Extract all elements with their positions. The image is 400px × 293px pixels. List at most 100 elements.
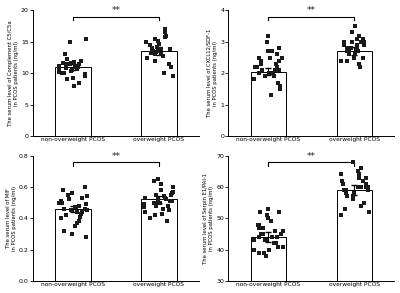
Point	[265, 33, 272, 38]
Point	[279, 55, 285, 60]
Point	[262, 74, 268, 79]
Point	[266, 71, 272, 76]
Point	[278, 232, 284, 236]
Point	[79, 195, 85, 200]
Point	[356, 64, 363, 69]
Point	[158, 188, 164, 193]
Point	[72, 205, 78, 210]
Point	[256, 71, 262, 76]
Point	[363, 181, 369, 186]
Point	[74, 67, 81, 71]
Bar	[337, 51, 372, 136]
Point	[76, 62, 82, 66]
Point	[154, 197, 161, 202]
Point	[348, 40, 355, 44]
Point	[75, 64, 82, 69]
Point	[170, 185, 176, 189]
Point	[344, 58, 350, 63]
Point	[61, 52, 68, 57]
Point	[170, 74, 176, 79]
Point	[361, 200, 367, 205]
Point	[155, 38, 162, 43]
Text: **: **	[307, 6, 316, 16]
Point	[353, 49, 359, 54]
Point	[56, 68, 62, 72]
Point	[364, 185, 371, 189]
Point	[255, 225, 262, 230]
Point	[155, 177, 161, 181]
Point	[254, 64, 260, 69]
Point	[68, 61, 74, 66]
Point	[260, 232, 266, 236]
Point	[69, 191, 76, 195]
Point	[350, 191, 357, 195]
Point	[270, 71, 276, 76]
Point	[153, 50, 159, 55]
Point	[72, 63, 78, 68]
Point	[355, 49, 361, 54]
Bar	[251, 71, 286, 136]
Point	[276, 58, 282, 63]
Point	[340, 181, 346, 186]
Point	[350, 55, 357, 60]
Point	[66, 40, 73, 44]
Point	[167, 199, 174, 203]
Point	[363, 175, 369, 180]
Point	[360, 40, 367, 44]
Point	[160, 53, 167, 58]
Point	[264, 216, 271, 221]
Point	[61, 71, 67, 76]
Point	[276, 68, 282, 72]
Point	[153, 203, 159, 208]
Point	[68, 68, 75, 72]
Text: **: **	[307, 151, 316, 161]
Point	[72, 64, 79, 69]
Point	[75, 219, 82, 224]
Y-axis label: The serum level of Serpin E1/PAI-1
in PCOS patients (ng/ml): The serum level of Serpin E1/PAI-1 in PC…	[203, 173, 214, 264]
Point	[169, 199, 175, 203]
Point	[56, 200, 63, 205]
Point	[163, 197, 170, 202]
Point	[362, 185, 369, 189]
Point	[61, 207, 67, 211]
Bar	[337, 190, 372, 281]
Point	[149, 48, 156, 53]
Point	[356, 175, 362, 180]
Point	[274, 64, 280, 69]
Point	[69, 232, 75, 236]
Point	[82, 74, 88, 79]
Point	[280, 229, 287, 233]
Point	[78, 211, 84, 216]
Point	[268, 219, 274, 224]
Point	[343, 188, 349, 193]
Point	[84, 208, 90, 213]
Text: **: **	[111, 151, 120, 161]
Point	[344, 49, 350, 54]
Point	[261, 251, 268, 255]
Point	[157, 200, 163, 205]
Point	[349, 194, 356, 199]
Bar	[141, 51, 176, 136]
Point	[264, 213, 270, 217]
Point	[169, 191, 176, 195]
Point	[70, 76, 76, 81]
Point	[83, 202, 89, 207]
Point	[264, 40, 270, 44]
Point	[344, 46, 350, 50]
Point	[83, 235, 90, 239]
Point	[352, 52, 358, 57]
Point	[168, 193, 174, 197]
Point	[256, 235, 262, 239]
Point	[262, 238, 268, 243]
Point	[66, 197, 72, 202]
Point	[165, 203, 171, 208]
Point	[82, 72, 88, 77]
Point	[342, 191, 349, 195]
Point	[149, 46, 156, 50]
Point	[341, 188, 347, 193]
Point	[269, 235, 275, 239]
Point	[82, 185, 88, 189]
Point	[265, 49, 272, 54]
Point	[84, 194, 90, 199]
Point	[256, 55, 262, 60]
